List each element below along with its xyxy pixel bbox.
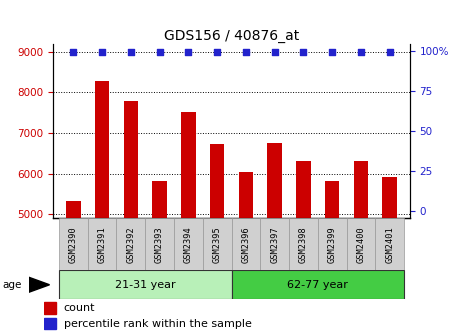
Text: age: age (2, 280, 22, 290)
Point (69, 50, 77, 55)
Bar (59, 270, 232, 299)
Bar (239, 172, 253, 218)
Text: GSM2397: GSM2397 (270, 226, 279, 263)
Bar (66, 201, 81, 218)
Bar (318, 218, 346, 270)
Point (185, 50, 192, 55)
Text: 62-77 year: 62-77 year (288, 280, 348, 290)
Text: GSM2400: GSM2400 (357, 226, 365, 263)
Point (99, 50, 106, 55)
Point (242, 50, 250, 55)
Text: GSM2401: GSM2401 (385, 226, 394, 263)
Bar (95, 81, 109, 218)
Point (213, 50, 221, 55)
Point (357, 50, 364, 55)
Text: 21-31 year: 21-31 year (115, 280, 175, 290)
Bar (88, 218, 117, 270)
Bar (59, 218, 88, 270)
Text: GSM2399: GSM2399 (328, 226, 337, 263)
Bar (145, 218, 174, 270)
Text: count: count (63, 303, 95, 313)
Bar (289, 218, 318, 270)
Point (127, 50, 135, 55)
Title: GDS156 / 40876_at: GDS156 / 40876_at (164, 29, 299, 43)
Polygon shape (29, 277, 50, 292)
Bar (232, 218, 260, 270)
Bar (117, 218, 145, 270)
Point (328, 50, 336, 55)
Point (386, 50, 394, 55)
Bar (296, 161, 311, 218)
Text: GSM2396: GSM2396 (241, 226, 250, 263)
Text: GSM2398: GSM2398 (299, 226, 308, 263)
Text: percentile rank within the sample: percentile rank within the sample (63, 319, 251, 329)
Bar (44, 302, 56, 314)
Bar (124, 101, 138, 218)
Point (156, 50, 163, 55)
Text: GSM2395: GSM2395 (213, 226, 222, 263)
Bar (346, 218, 375, 270)
Text: GSM2392: GSM2392 (126, 226, 135, 263)
Bar (260, 218, 289, 270)
Bar (375, 218, 404, 270)
Text: GSM2390: GSM2390 (69, 226, 78, 263)
Bar (203, 218, 232, 270)
Bar (268, 143, 282, 218)
Bar (232, 270, 404, 299)
Bar (382, 177, 397, 218)
Bar (325, 181, 339, 218)
Text: GSM2394: GSM2394 (184, 226, 193, 263)
Bar (44, 318, 56, 329)
Bar (210, 143, 224, 218)
Bar (152, 181, 167, 218)
Point (271, 50, 278, 55)
Bar (174, 218, 203, 270)
Text: GSM2391: GSM2391 (98, 226, 106, 263)
Bar (181, 112, 195, 218)
Bar (354, 161, 368, 218)
Text: GSM2393: GSM2393 (155, 226, 164, 263)
Point (300, 50, 307, 55)
